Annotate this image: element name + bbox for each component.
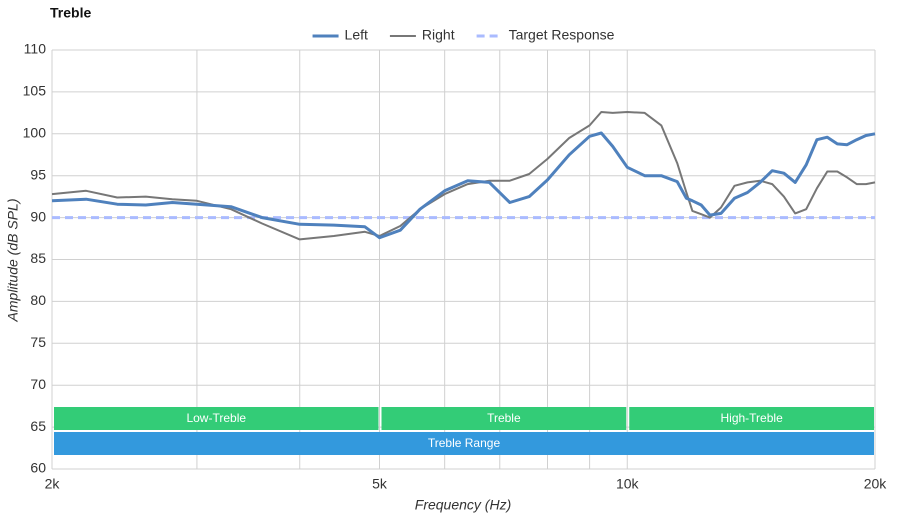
y-tick-label: 110 xyxy=(24,41,47,57)
x-tick-label: 10k xyxy=(616,476,640,492)
y-tick-label: 80 xyxy=(30,292,46,308)
band-label: Treble xyxy=(487,411,521,425)
x-tick-label: 20k xyxy=(864,476,888,492)
y-tick-label: 75 xyxy=(30,334,46,350)
y-tick-label: 95 xyxy=(30,166,46,182)
legend-label: Right xyxy=(422,27,455,43)
y-tick-label: 90 xyxy=(30,208,46,224)
y-tick-label: 70 xyxy=(30,376,46,392)
y-axis-label: Amplitude (dB SPL) xyxy=(5,199,21,323)
y-tick-label: 60 xyxy=(30,460,46,476)
band-label: Treble Range xyxy=(428,436,501,450)
series-line xyxy=(51,111,876,241)
x-tick-label: 5k xyxy=(372,476,388,492)
legend-label: Left xyxy=(345,27,368,43)
band-label: High-Treble xyxy=(721,411,784,425)
chart-title: Treble xyxy=(50,5,91,21)
y-tick-label: 105 xyxy=(23,83,47,99)
band-label: Low-Treble xyxy=(186,411,246,425)
x-axis-label: Frequency (Hz) xyxy=(415,497,511,513)
x-tick-label: 2k xyxy=(45,476,61,492)
range-band xyxy=(54,432,874,455)
legend-label: Target Response xyxy=(509,27,615,43)
y-tick-label: 100 xyxy=(23,125,47,141)
y-tick-label: 65 xyxy=(30,418,46,434)
legend: Left Right Target Response xyxy=(312,27,615,43)
range-band xyxy=(629,407,874,430)
y-tick-label: 85 xyxy=(30,250,46,266)
range-band xyxy=(54,407,379,430)
series-line xyxy=(51,131,876,240)
range-band xyxy=(381,407,627,430)
